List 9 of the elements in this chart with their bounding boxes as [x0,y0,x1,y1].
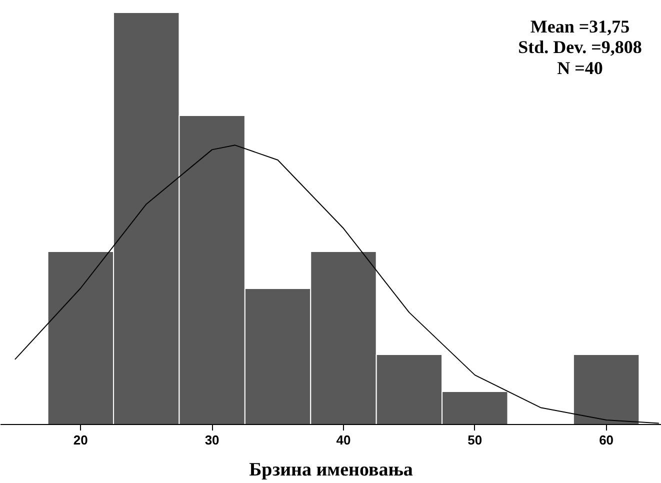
x-tick-label: 60 [599,432,614,448]
x-tick-label: 40 [336,432,351,448]
annotation: N =40 [557,58,603,78]
annotation: Mean =31,75 [530,16,630,37]
x-tick-label: 30 [204,432,220,448]
x-tick-label: 20 [73,432,88,448]
x-axis-title: Брзина именовања [249,460,414,480]
annotation: Std. Dev. =9,808 [518,37,642,58]
x-tick-label: 50 [468,432,482,448]
